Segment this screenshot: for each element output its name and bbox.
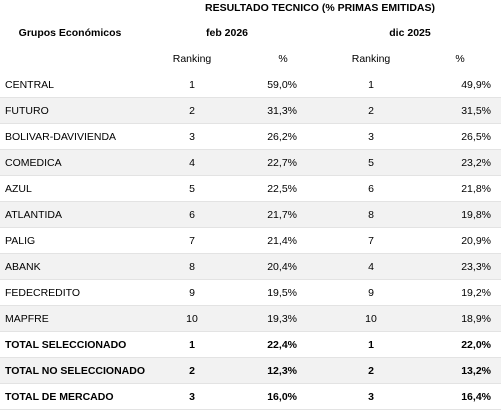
percent: 19,3% [267, 313, 297, 325]
percent: 22,5% [267, 183, 297, 195]
percent: 16,0% [267, 391, 297, 403]
table-row [0, 202, 501, 228]
percent: 16,4% [461, 391, 491, 403]
percent: 59,0% [267, 79, 297, 91]
table-row [0, 358, 501, 384]
table-row [0, 280, 501, 306]
ranking: 1 [189, 79, 195, 91]
ranking: 1 [368, 79, 374, 91]
percent: 22,4% [267, 339, 297, 351]
percent: 23,2% [461, 157, 491, 169]
ranking: 2 [189, 365, 195, 377]
ranking: 6 [189, 209, 195, 221]
ranking: 5 [189, 183, 195, 195]
sub-header: Ranking [351, 53, 391, 65]
table-row [0, 254, 501, 280]
sub-header: Ranking [172, 53, 212, 65]
table-row [0, 176, 501, 202]
group-name: AZUL [5, 183, 32, 195]
percent: 12,3% [267, 365, 297, 377]
table-row [0, 150, 501, 176]
percent: 20,9% [461, 235, 491, 247]
table-row [0, 228, 501, 254]
ranking: 4 [189, 157, 195, 169]
group-name: TOTAL SELECCIONADO [5, 339, 127, 351]
percent: 21,4% [267, 235, 297, 247]
percent: 49,9% [461, 79, 491, 91]
table-row [0, 98, 501, 124]
ranking: 8 [368, 209, 374, 221]
ranking: 1 [189, 339, 195, 351]
percent: 19,5% [267, 287, 297, 299]
period-header: feb 2026 [205, 27, 249, 39]
ranking: 3 [189, 391, 195, 403]
percent: 23,3% [461, 261, 491, 273]
group-name: FUTURO [5, 105, 49, 117]
ranking: 2 [368, 365, 374, 377]
ranking: 9 [368, 287, 374, 299]
group-name: PALIG [5, 235, 36, 247]
ranking: 4 [368, 261, 374, 273]
table-row [0, 332, 501, 358]
group-name: CENTRAL [5, 79, 55, 91]
ranking: 3 [368, 391, 374, 403]
ranking: 10 [365, 313, 377, 325]
percent: 26,2% [267, 131, 297, 143]
percent: 22,0% [461, 339, 491, 351]
ranking: 9 [189, 287, 195, 299]
group-name: COMEDICA [5, 157, 62, 169]
ranking: 2 [189, 105, 195, 117]
percent: 20,4% [267, 261, 297, 273]
ranking: 5 [368, 157, 374, 169]
group-name: TOTAL NO SELECCIONADO [5, 365, 146, 377]
percent: 19,2% [461, 287, 491, 299]
sub-header: % [278, 53, 288, 65]
group-name: ATLANTIDA [5, 209, 62, 221]
table-row [0, 124, 501, 150]
percent: 26,5% [461, 131, 491, 143]
percent: 31,3% [267, 105, 297, 117]
ranking: 7 [189, 235, 195, 247]
ranking: 2 [368, 105, 374, 117]
percent: 21,8% [461, 183, 491, 195]
ranking: 6 [368, 183, 374, 195]
ranking: 1 [368, 339, 374, 351]
percent: 22,7% [267, 157, 297, 169]
table-title: RESULTADO TECNICO (% PRIMAS EMITIDAS) [204, 2, 436, 14]
group-name: MAPFRE [5, 313, 49, 325]
percent: 31,5% [461, 105, 491, 117]
percent: 19,8% [461, 209, 491, 221]
percent: 21,7% [267, 209, 297, 221]
ranking: 3 [189, 131, 195, 143]
group-name: FEDECREDITO [5, 287, 81, 299]
group-name: ABANK [5, 261, 41, 273]
ranking: 10 [186, 313, 198, 325]
percent: 13,2% [461, 365, 491, 377]
table-row [0, 384, 501, 410]
percent: 18,9% [461, 313, 491, 325]
ranking: 8 [189, 261, 195, 273]
group-name: BOLIVAR-DAVIVIENDA [5, 131, 117, 143]
group-name: TOTAL DE MERCADO [5, 391, 114, 403]
sub-header: % [455, 53, 465, 65]
ranking: 3 [368, 131, 374, 143]
table-row [0, 306, 501, 332]
ranking: 7 [368, 235, 374, 247]
column-header: Grupos Económicos [18, 27, 122, 39]
table-row [0, 72, 501, 98]
period-header: dic 2025 [389, 27, 431, 39]
